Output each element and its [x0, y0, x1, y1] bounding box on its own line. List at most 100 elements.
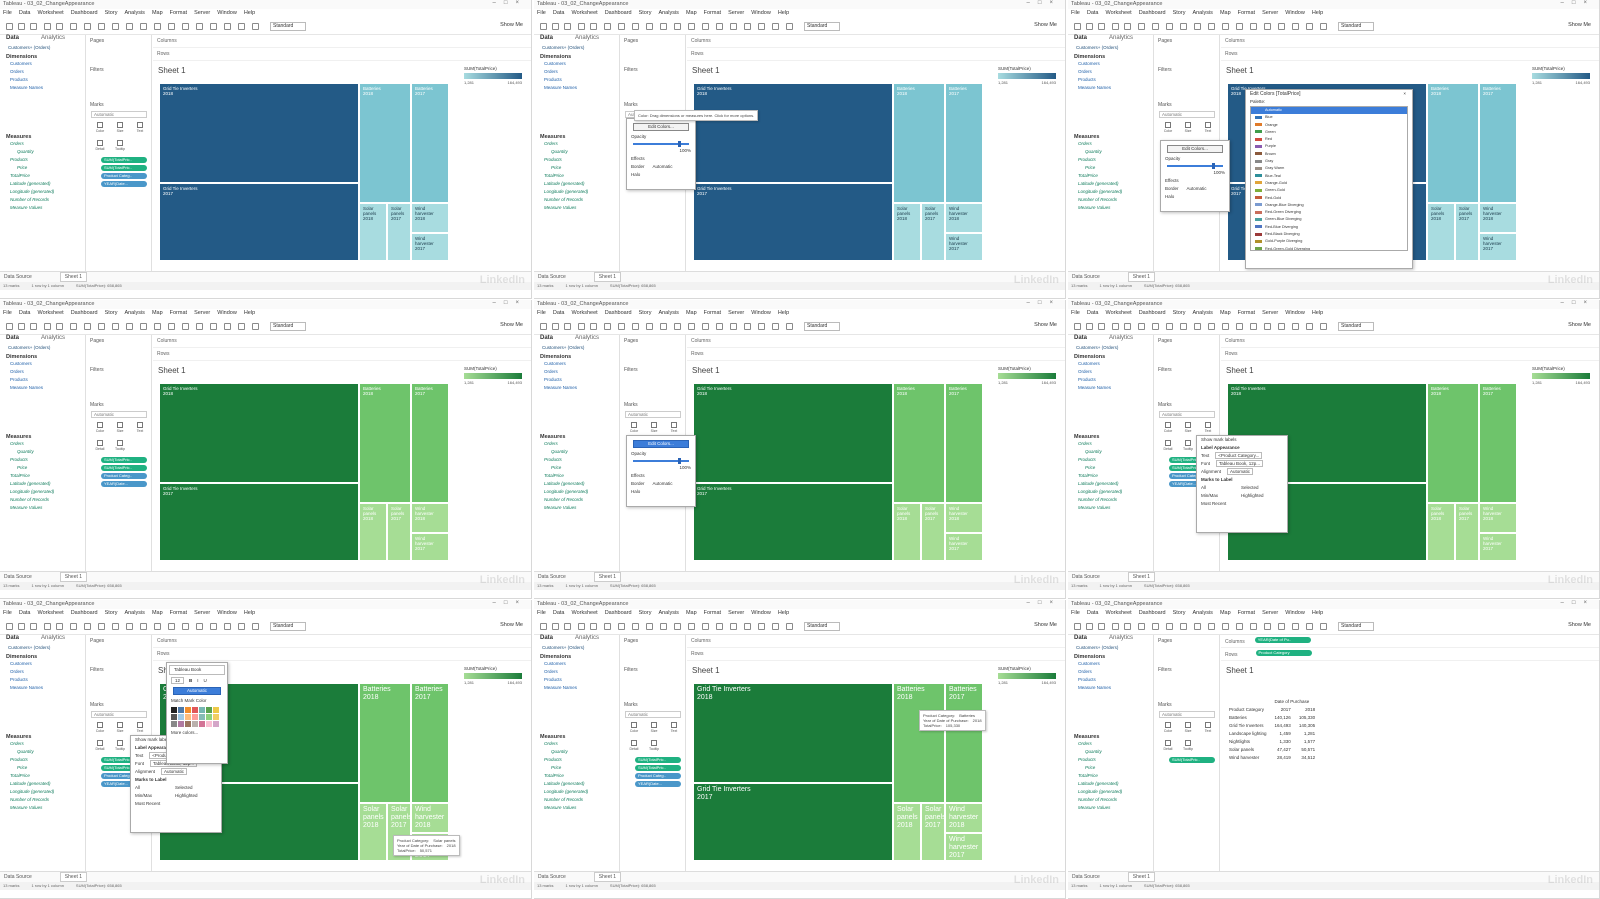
mark-button-color-icon[interactable]: Color: [1161, 121, 1175, 135]
toolbar-button-icon[interactable]: [1112, 323, 1119, 330]
measure-item[interactable]: Orders: [10, 441, 24, 446]
mark-button-size-icon[interactable]: Size: [1181, 421, 1195, 435]
menu-item-map[interactable]: Map: [1219, 310, 1231, 316]
toolbar-button-icon[interactable]: [18, 323, 25, 330]
datasource-tab[interactable]: Data Source: [1072, 574, 1100, 580]
toolbar-button-icon[interactable]: [632, 23, 639, 30]
toolbar-button-icon[interactable]: [70, 23, 77, 30]
menu-item-file[interactable]: File: [1071, 610, 1080, 616]
measure-item[interactable]: Latitude (generated): [544, 781, 585, 786]
show-me-button[interactable]: Show Me: [1034, 322, 1057, 328]
mark-button-tooltip-icon[interactable]: Tooltip: [113, 439, 127, 453]
marks-pill[interactable]: YEAR(Date...: [101, 481, 147, 487]
window-controls[interactable]: –□×: [1560, 600, 1595, 606]
toolbar-button-icon[interactable]: [758, 623, 765, 630]
toolbar-button-icon[interactable]: [660, 623, 667, 630]
datasource-tab[interactable]: Data Source: [1072, 874, 1100, 880]
menu-item-data[interactable]: Data: [18, 310, 31, 316]
toolbar-button-icon[interactable]: [1098, 623, 1105, 630]
fit-select[interactable]: Standard: [270, 622, 306, 631]
toolbar-button-icon[interactable]: [688, 23, 695, 30]
pages-shelf[interactable]: [87, 644, 151, 664]
menu-item-story[interactable]: Story: [638, 310, 652, 316]
toolbar-button-icon[interactable]: [618, 23, 625, 30]
data-tab[interactable]: Data: [6, 335, 20, 341]
measure-item[interactable]: Quantity: [1085, 149, 1102, 154]
menu-item-analysis[interactable]: Analysis: [124, 610, 145, 616]
marks-pill[interactable]: Product Categ..: [635, 773, 681, 779]
sheet-tab[interactable]: Sheet 1: [593, 872, 622, 882]
toolbar-button-icon[interactable]: [238, 623, 245, 630]
palette-option[interactable]: Red-Green Diverging: [1251, 209, 1407, 216]
dimension-item[interactable]: Measure Names: [10, 685, 44, 690]
menu-item-server[interactable]: Server: [728, 310, 745, 316]
mark-button-detail-icon[interactable]: Detail: [93, 139, 107, 153]
dimension-item[interactable]: Orders: [544, 669, 558, 674]
toolbar-button-icon[interactable]: [210, 23, 217, 30]
toolbar-button-icon[interactable]: [1124, 623, 1131, 630]
toolbar-button-icon[interactable]: [1278, 323, 1285, 330]
toolbar-button-icon[interactable]: [716, 623, 723, 630]
window-controls[interactable]: –□×: [1560, 0, 1595, 6]
mark-button-color-icon[interactable]: Color: [93, 721, 107, 735]
measure-item[interactable]: Latitude (generated): [544, 181, 585, 186]
label-alignment-row[interactable]: Alignment Automatic: [131, 768, 221, 776]
show-labels-checkbox[interactable]: Show mark labels: [1201, 437, 1237, 442]
menu-item-map[interactable]: Map: [151, 310, 163, 316]
measure-item[interactable]: Longitude (generated): [544, 189, 589, 194]
crosstab-table[interactable]: Date of Purchase Product Category 2017 2018…: [1227, 697, 1323, 763]
menu-item-dashboard[interactable]: Dashboard: [70, 310, 98, 316]
dimension-item[interactable]: Customers: [544, 661, 566, 666]
palette-option[interactable]: Red-Gold: [1251, 195, 1407, 202]
toolbar-button-icon[interactable]: [1236, 23, 1243, 30]
dimension-item[interactable]: Measure Names: [544, 385, 578, 390]
mark-type-select[interactable]: Automatic: [1159, 111, 1215, 118]
toolbar-button-icon[interactable]: [674, 323, 681, 330]
toolbar-button-icon[interactable]: [604, 23, 611, 30]
dimension-item[interactable]: Customers: [544, 61, 566, 66]
menu-item-analysis[interactable]: Analysis: [1192, 610, 1213, 616]
toolbar-button-icon[interactable]: [702, 23, 709, 30]
treemap-tile[interactable]: Batteries 2017: [945, 83, 983, 203]
toolbar-button-icon[interactable]: [98, 323, 105, 330]
measure-item[interactable]: Longitude (generated): [1078, 189, 1123, 194]
toolbar-button-icon[interactable]: [238, 323, 245, 330]
data-tab[interactable]: Data: [1074, 35, 1088, 41]
filters-shelf[interactable]: [87, 673, 151, 699]
datasource-tab[interactable]: Data Source: [4, 874, 32, 880]
toolbar-button-icon[interactable]: [1250, 323, 1257, 330]
mark-button-text-icon[interactable]: Text: [133, 121, 147, 135]
radio-min_max[interactable]: Min/Max: [135, 793, 153, 798]
toolbar-button-icon[interactable]: [772, 623, 779, 630]
menu-item-dashboard[interactable]: Dashboard: [1138, 610, 1166, 616]
window-controls[interactable]: –□×: [492, 300, 527, 306]
toolbar-button-icon[interactable]: [1074, 23, 1081, 30]
window-controls[interactable]: –□×: [1026, 600, 1061, 606]
border-select[interactable]: Border Automatic: [627, 163, 695, 171]
menu-item-analysis[interactable]: Analysis: [658, 610, 679, 616]
menu-item-file[interactable]: File: [3, 610, 12, 616]
toolbar-button-icon[interactable]: [1112, 623, 1119, 630]
toolbar-button-icon[interactable]: [112, 623, 119, 630]
treemap-tile[interactable]: Solar panels 2017: [921, 503, 945, 561]
treemap-tile[interactable]: Solar panels 2018: [893, 503, 921, 561]
color-swatch[interactable]: [199, 714, 205, 720]
measure-item[interactable]: Number of Records: [544, 197, 584, 202]
measure-item[interactable]: Longitude (generated): [544, 789, 589, 794]
toolbar-button-icon[interactable]: [84, 23, 91, 30]
toolbar-button-icon[interactable]: [578, 323, 585, 330]
dimension-item[interactable]: Orders: [10, 669, 24, 674]
filters-shelf[interactable]: [1155, 673, 1219, 699]
columns-shelf[interactable]: Columns: [1221, 335, 1599, 348]
measure-item[interactable]: TotalPrice: [10, 473, 30, 478]
dimension-item[interactable]: Orders: [1078, 369, 1092, 374]
data-tab[interactable]: Data: [540, 635, 554, 641]
marks-pill[interactable]: Product Categ..: [101, 173, 147, 179]
radio-all[interactable]: All: [1201, 485, 1207, 490]
toolbar-button-icon[interactable]: [154, 23, 161, 30]
toolbar-button-icon[interactable]: [126, 623, 133, 630]
table-row[interactable]: Batteries 140,126 105,330: [1229, 715, 1321, 721]
